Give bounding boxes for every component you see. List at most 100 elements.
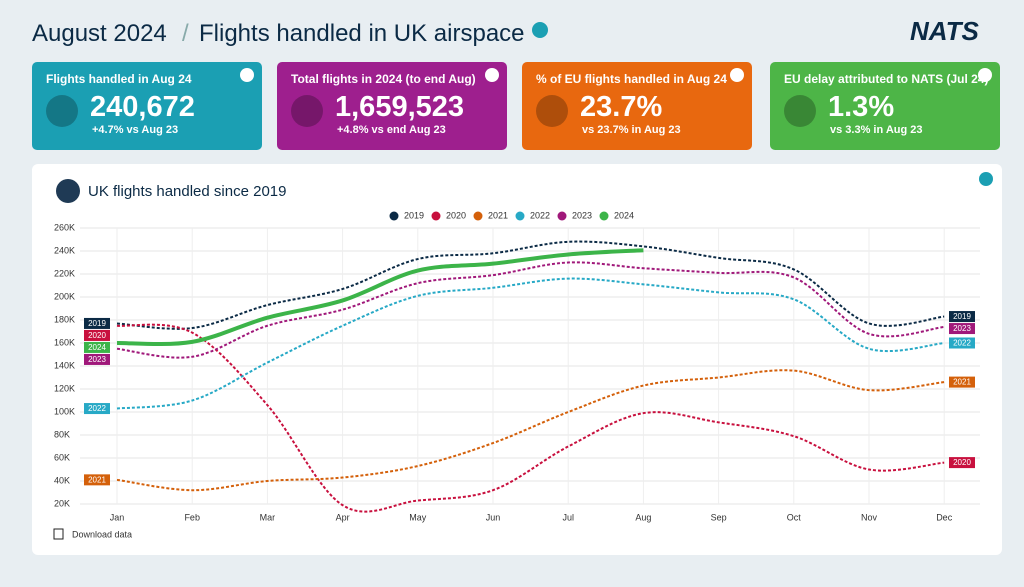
card-icon (536, 95, 568, 127)
series-end-tag (84, 403, 110, 415)
legend-swatch (431, 211, 441, 221)
info-icon[interactable] (979, 172, 993, 186)
y-tick-label: 100K (54, 406, 75, 416)
card-note: +4.7% vs Aug 23 (92, 124, 179, 136)
legend-label: 2022 (530, 210, 550, 220)
chart-title: UK flights handled since 2019 (88, 183, 286, 200)
series-end-tag (949, 323, 975, 335)
y-tick-label: 140K (54, 360, 75, 370)
legend-label: 2019 (404, 210, 424, 220)
logo: NATS (910, 16, 979, 46)
card-value: 240,672 (90, 91, 195, 123)
series-end-label: 2019 (88, 319, 106, 328)
legend-swatch (515, 211, 525, 221)
y-tick-label: 60K (54, 452, 70, 462)
x-tick-label: Mar (260, 512, 276, 522)
legend-swatch (557, 211, 567, 221)
card-value: 1.3% (828, 91, 895, 123)
card-note: vs 3.3% in Aug 23 (830, 124, 923, 136)
series-end-tag (949, 457, 975, 469)
page-subtitle: Flights handled in UK airspace (199, 20, 525, 47)
legend-label: 2024 (614, 210, 634, 220)
legend-label: 2020 (446, 210, 466, 220)
card-title: Total flights in 2024 (to end Aug) (291, 72, 476, 86)
download-icon[interactable] (53, 528, 64, 540)
x-tick-label: Jan (110, 512, 125, 522)
info-icon[interactable] (485, 68, 499, 82)
series-line (116, 277, 945, 410)
x-tick-label: Dec (936, 512, 953, 522)
separator: / (182, 20, 189, 47)
info-icon[interactable] (240, 68, 254, 82)
chart-icon (56, 179, 80, 203)
legend-swatch (473, 211, 483, 221)
card-value: 23.7% (580, 91, 663, 123)
card-note: vs 23.7% in Aug 23 (582, 124, 681, 136)
info-icon[interactable] (532, 22, 548, 38)
card-note: +4.8% vs end Aug 23 (337, 124, 446, 136)
series-end-label: 2023 (88, 355, 106, 364)
series-end-label: 2021 (88, 475, 106, 484)
x-tick-label: Sep (711, 512, 727, 522)
x-tick-label: May (409, 512, 427, 522)
series-end-tag (949, 311, 975, 323)
x-tick-label: Jun (486, 512, 501, 522)
legend-swatch (599, 211, 609, 221)
x-tick-label: Oct (787, 512, 802, 522)
x-tick-label: Nov (861, 512, 878, 522)
y-tick-label: 120K (54, 383, 75, 393)
x-tick-label: Apr (336, 512, 350, 522)
x-tick-label: Jul (562, 512, 574, 522)
series-end-label: 2022 (88, 404, 106, 413)
y-tick-label: 220K (54, 268, 75, 278)
card-icon (46, 95, 78, 127)
x-tick-label: Feb (184, 512, 200, 522)
series-line (116, 323, 945, 513)
series-end-label: 2022 (953, 339, 971, 348)
series-end-tag (84, 341, 110, 353)
series-line (116, 369, 945, 492)
series-end-tag (84, 317, 110, 329)
x-tick-label: Aug (635, 512, 651, 522)
card-title: EU delay attributed to NATS (Jul 24) (784, 72, 989, 86)
download-link[interactable]: Download data (72, 529, 132, 539)
legend-swatch (389, 211, 399, 221)
card-icon (784, 95, 816, 127)
y-tick-label: 240K (54, 245, 75, 255)
series-end-label: 2020 (953, 458, 971, 467)
info-icon[interactable] (730, 68, 744, 82)
series-line (116, 248, 644, 347)
legend-label: 2021 (488, 210, 508, 220)
card-icon (291, 95, 323, 127)
series-end-tag (84, 353, 110, 365)
y-tick-label: 160K (54, 337, 75, 347)
series-end-tag (84, 329, 110, 341)
y-tick-label: 20K (54, 498, 70, 508)
kpi-card: Flights handled in Aug 24 240,672 +4.7% vs… (32, 62, 262, 150)
card-title: Flights handled in Aug 24 (46, 72, 192, 86)
series-end-tag (949, 337, 975, 349)
page-title: August 2024 (32, 20, 167, 47)
kpi-card: EU delay attributed to NATS (Jul 24) 1.3%… (770, 62, 1000, 150)
series-end-tag (949, 376, 975, 388)
y-tick-label: 260K (54, 222, 75, 232)
series-end-tag (84, 474, 110, 486)
info-icon[interactable] (978, 68, 992, 82)
y-tick-label: 40K (54, 475, 70, 485)
y-tick-label: 180K (54, 314, 75, 324)
series-end-label: 2023 (953, 324, 971, 333)
y-tick-label: 200K (54, 291, 75, 301)
card-value: 1,659,523 (335, 91, 465, 123)
series-end-label: 2021 (953, 378, 971, 387)
legend-label: 2023 (572, 210, 592, 220)
series-line (116, 240, 945, 330)
card-title: % of EU flights handled in Aug 24 (536, 72, 727, 86)
series-end-label: 2024 (88, 343, 106, 352)
y-tick-label: 80K (54, 429, 70, 439)
series-end-label: 2019 (953, 312, 971, 321)
kpi-card: Total flights in 2024 (to end Aug) 1,659,… (277, 62, 507, 150)
kpi-card: % of EU flights handled in Aug 24 23.7% vs… (522, 62, 752, 150)
series-line (116, 261, 945, 359)
